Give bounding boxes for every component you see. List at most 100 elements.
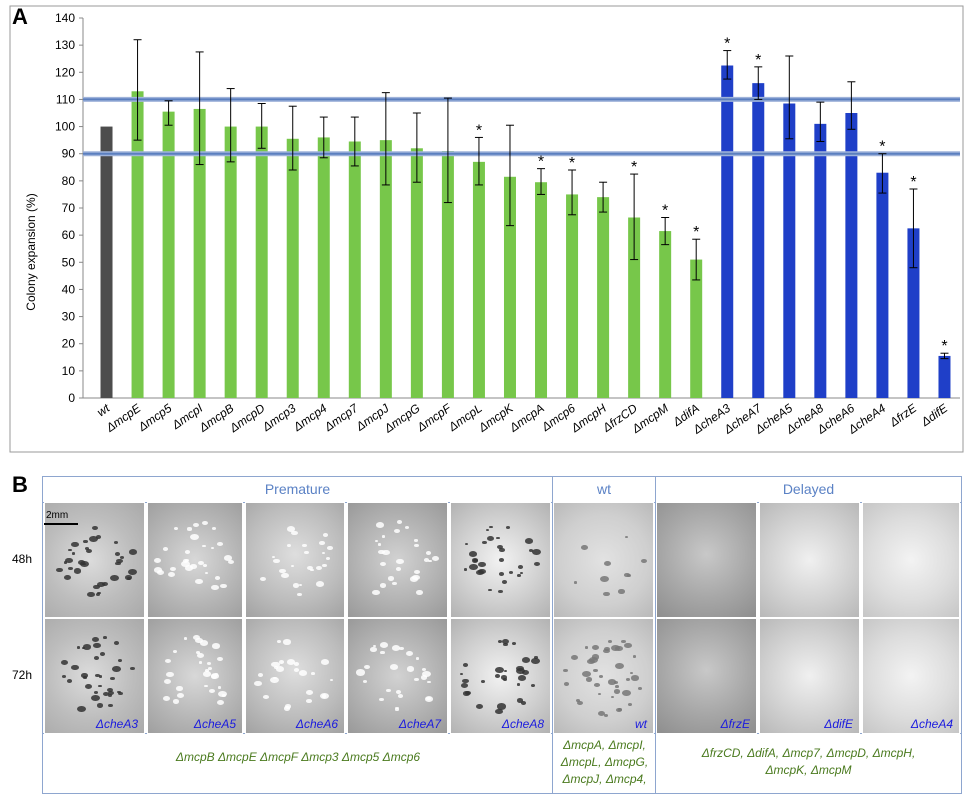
fruiting-body [204, 668, 209, 672]
fruiting-body [322, 563, 328, 568]
fruiting-body [223, 554, 232, 561]
fruiting-body [93, 642, 101, 649]
y-tick-label: 120 [55, 65, 75, 79]
colony-photo [347, 502, 448, 618]
fruiting-body [86, 548, 93, 553]
fruiting-body [203, 684, 208, 688]
fruiting-body [608, 679, 617, 685]
fruiting-body [624, 643, 632, 649]
fruiting-body [395, 558, 404, 565]
colony-photo [147, 502, 243, 618]
fruiting-body [603, 591, 611, 597]
fruiting-body [292, 583, 299, 588]
fruiting-body [575, 698, 581, 702]
fruiting-body [468, 550, 478, 557]
significance-marker: * [569, 155, 575, 172]
fruiting-body [170, 566, 177, 572]
y-tick-label: 130 [55, 38, 75, 52]
fruiting-body [77, 646, 81, 649]
fruiting-body [176, 693, 184, 699]
fruiting-body [431, 556, 440, 562]
fruiting-body [91, 695, 100, 702]
fruiting-body [165, 658, 171, 663]
fruiting-body [291, 565, 295, 568]
fruiting-body [162, 547, 169, 552]
fruiting-body [61, 674, 66, 678]
fruiting-body [77, 559, 86, 566]
fruiting-body [607, 640, 612, 643]
fruiting-body [591, 644, 600, 650]
fruiting-body [581, 544, 589, 550]
fruiting-body [291, 530, 298, 536]
fruiting-body [193, 522, 200, 527]
wt-caption-line: ΔmcpJ, Δmcp4, [562, 772, 647, 786]
colony-photo: ΔcheA4 [862, 618, 960, 734]
fruiting-body [202, 545, 206, 548]
fruiting-body [86, 591, 96, 598]
fruiting-body [611, 696, 615, 699]
bar [721, 65, 734, 398]
fruiting-body [597, 710, 606, 716]
fruiting-body [96, 703, 104, 709]
fruiting-body [463, 691, 470, 696]
fruiting-body [205, 571, 209, 574]
fruiting-body [326, 557, 331, 560]
delayed-caption: ΔfrzCD, ΔdifA, Δmcp7, ΔmcpD, ΔmcpH, Δmcp… [656, 745, 961, 779]
fruiting-body [168, 571, 176, 577]
fruiting-body [614, 681, 619, 684]
fruiting-body [222, 694, 227, 698]
row-label-72h: 72h [12, 668, 33, 682]
fruiting-body [71, 541, 80, 548]
bar [162, 111, 175, 399]
fruiting-body [465, 543, 469, 546]
fruiting-body [172, 650, 177, 654]
fruiting-body [306, 698, 312, 703]
fruiting-body [516, 668, 525, 675]
fruiting-body [96, 593, 101, 597]
fruiting-body [327, 546, 333, 551]
fruiting-body [129, 549, 138, 556]
fruiting-body [214, 575, 221, 580]
fruiting-body [71, 664, 80, 671]
fruiting-body [600, 576, 610, 583]
fruiting-body [613, 689, 620, 694]
fruiting-body [211, 585, 219, 591]
fruiting-body [297, 592, 303, 597]
fruiting-body [113, 540, 119, 544]
fruiting-body [181, 560, 191, 567]
strain-label: ΔcheA6 [295, 717, 338, 731]
fruiting-body [66, 679, 73, 684]
fruiting-body [203, 671, 212, 677]
fruiting-body [64, 557, 73, 564]
fruiting-body [200, 640, 209, 646]
group-divider-1 [552, 477, 553, 793]
fruiting-body [113, 641, 120, 646]
fruiting-body [322, 532, 329, 537]
fruiting-body [130, 667, 135, 671]
significance-marker: * [724, 36, 730, 53]
fruiting-body [153, 567, 163, 573]
fruiting-body [598, 675, 603, 679]
fruiting-body [263, 694, 269, 699]
fruiting-body [380, 651, 385, 654]
fruiting-body [271, 661, 280, 668]
fruiting-body [478, 561, 486, 567]
fruiting-body [460, 683, 468, 689]
fruiting-body [163, 678, 171, 684]
colony-photo [862, 502, 960, 618]
delayed-caption-line: ΔfrzCD, ΔdifA, Δmcp7, ΔmcpD, ΔmcpH, [701, 746, 916, 760]
fruiting-body [622, 689, 631, 696]
group-header-premature: Premature [43, 477, 553, 502]
fruiting-body [298, 584, 302, 587]
fruiting-body [154, 557, 162, 563]
fruiting-body [183, 637, 187, 640]
panel-a-label: A [12, 4, 28, 29]
fruiting-body [276, 666, 285, 672]
fruiting-body [98, 684, 103, 688]
fruiting-body [475, 703, 484, 709]
fruiting-body [486, 536, 494, 542]
fruiting-body [259, 576, 267, 582]
wt-caption-line: ΔmcpL, ΔmcpG, [560, 755, 649, 769]
fruiting-body [220, 583, 228, 589]
fruiting-body [426, 551, 432, 555]
